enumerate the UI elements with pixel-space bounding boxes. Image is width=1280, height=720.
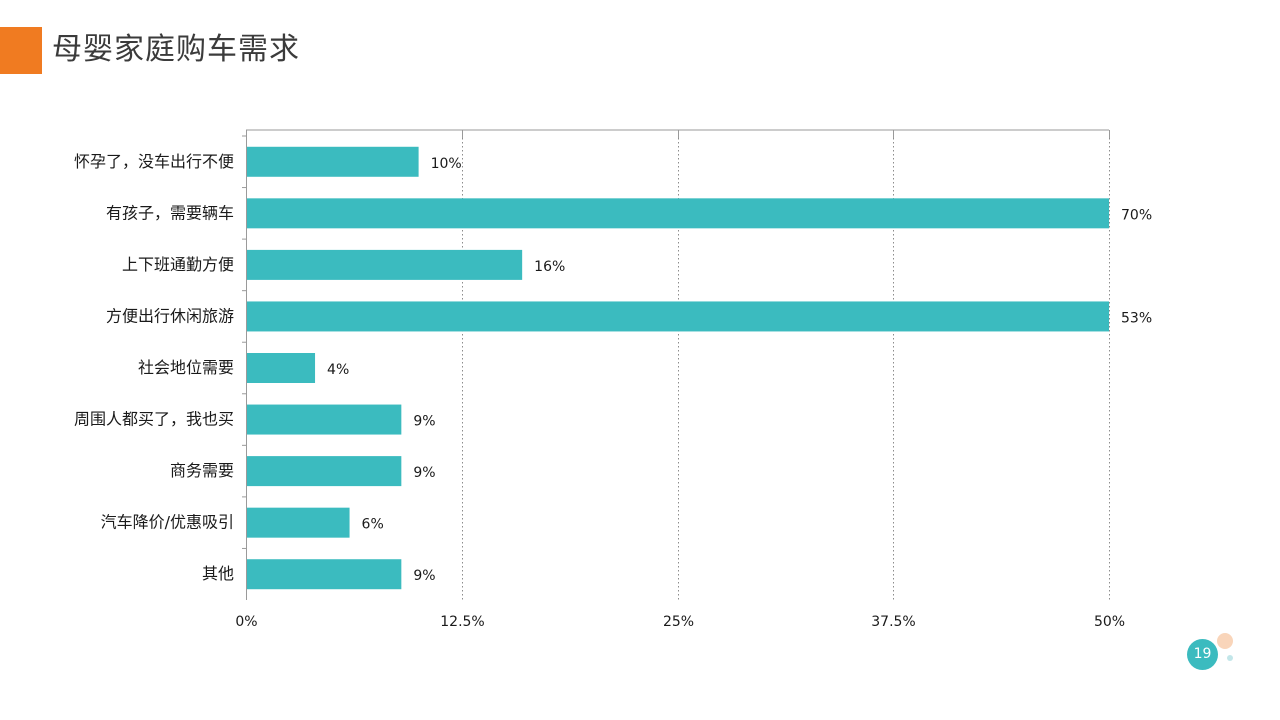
data-label: 70% bbox=[1121, 207, 1152, 223]
x-tick-label: 12.5% bbox=[440, 614, 484, 630]
grid-layer bbox=[242, 129, 1110, 600]
x-tick-label: 25% bbox=[663, 614, 694, 630]
bar bbox=[247, 249, 523, 280]
bar bbox=[247, 456, 402, 487]
category-label: 上下班通勤方便 bbox=[122, 255, 234, 274]
title-accent-block bbox=[0, 27, 42, 74]
category-label: 怀孕了，没车出行不便 bbox=[74, 152, 234, 171]
category-label: 有孩子，需要辆车 bbox=[106, 203, 234, 222]
category-label: 其他 bbox=[202, 564, 234, 583]
data-label: 9% bbox=[413, 465, 435, 481]
category-label: 汽车降价/优惠吸引 bbox=[101, 513, 234, 532]
decorative-dot-teal bbox=[1227, 655, 1233, 661]
category-label: 方便出行休闲旅游 bbox=[106, 306, 234, 325]
bar bbox=[247, 198, 1109, 229]
category-label: 社会地位需要 bbox=[138, 358, 234, 377]
page-title: 母婴家庭购车需求 bbox=[52, 32, 300, 67]
bars-layer bbox=[247, 146, 1109, 590]
data-label: 6% bbox=[362, 517, 384, 533]
bar bbox=[247, 404, 402, 435]
data-label: 10% bbox=[431, 156, 462, 172]
category-label: 周围人都买了，我也买 bbox=[74, 410, 234, 429]
category-label: 商务需要 bbox=[170, 461, 234, 480]
data-label: 4% bbox=[327, 362, 349, 378]
decorative-dot-orange bbox=[1217, 633, 1233, 649]
data-label: 9% bbox=[413, 568, 435, 584]
x-tick-label: 37.5% bbox=[871, 614, 915, 630]
data-label: 16% bbox=[534, 259, 565, 275]
bar bbox=[247, 559, 402, 590]
bar bbox=[247, 507, 350, 538]
x-tick-label: 0% bbox=[235, 614, 257, 630]
bar bbox=[247, 146, 419, 177]
bar bbox=[247, 353, 316, 383]
page-number-badge: 19 bbox=[1187, 639, 1218, 670]
data-label: 53% bbox=[1121, 310, 1152, 326]
labels-layer: 0% 12.5% 25% 37.5% 50% 怀孕了，没车出行不便 10% 有孩子，需要辆车 7… bbox=[74, 152, 1152, 630]
bar bbox=[247, 301, 1109, 332]
data-label: 9% bbox=[413, 414, 435, 430]
x-tick-label: 50% bbox=[1094, 614, 1125, 630]
